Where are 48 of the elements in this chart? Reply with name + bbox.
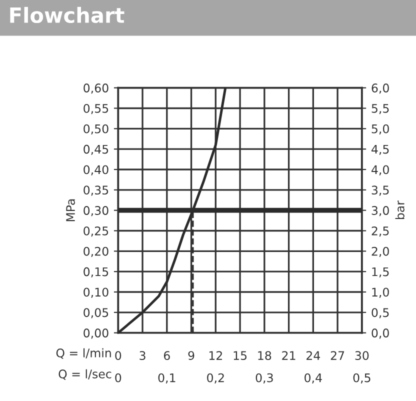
y2-tick-label: 5,5 xyxy=(372,104,389,114)
x-tick-label: 21 xyxy=(282,351,296,360)
y-tick-label: 0,55 xyxy=(84,104,108,114)
y-tick-label: 0,25 xyxy=(84,226,108,237)
x-tick-label: 9 xyxy=(188,351,194,360)
y-tick-label: 0,15 xyxy=(84,267,108,278)
y-tick-label: 0,30 xyxy=(84,206,108,216)
y2-tick-label: 0,0 xyxy=(372,328,389,339)
x2-axis-title: Q = l/sec xyxy=(58,369,112,380)
y2-tick-label: 1,5 xyxy=(372,267,389,278)
x2-tick-label: 0,3 xyxy=(256,373,273,384)
x2-tick-label: 0 xyxy=(115,373,122,382)
x-tick-label: 30 xyxy=(355,351,369,360)
y2-tick-label: 0,5 xyxy=(372,308,389,318)
y-axis-title: MPa xyxy=(66,199,75,222)
x-axis-title: Q = l/min xyxy=(56,348,111,359)
y2-tick-label: 6,0 xyxy=(372,84,389,94)
y-tick-label: 0,00 xyxy=(84,328,108,339)
x-tick-label: 6 xyxy=(164,351,170,360)
x-tick-label: 15 xyxy=(234,351,247,360)
chart-title: Flowchart xyxy=(10,6,124,24)
x2-tick-label: 0,5 xyxy=(353,373,370,384)
y2-tick-label: 2,5 xyxy=(372,226,389,237)
y2-tick-label: 2,0 xyxy=(372,246,389,258)
y-tick-label: 0,10 xyxy=(84,288,108,298)
x-tick-label: 12 xyxy=(209,351,222,360)
x2-tick-label: 0,2 xyxy=(207,373,224,384)
y-tick-label: 0,05 xyxy=(84,308,108,318)
x2-tick-label: 0,4 xyxy=(304,373,322,384)
y2-axis-title: bar xyxy=(395,200,404,220)
y-tick-label: 0,45 xyxy=(84,144,108,155)
x-tick-label: 18 xyxy=(258,351,272,360)
y2-tick-label: 5,0 xyxy=(372,124,389,135)
y2-tick-label: 3,0 xyxy=(372,206,389,216)
y-tick-label: 0,35 xyxy=(84,186,108,196)
x-tick-label: 27 xyxy=(330,351,344,360)
y2-tick-label: 4,0 xyxy=(372,165,389,176)
y-tick-label: 0,50 xyxy=(84,124,108,135)
x-tick-label: 0 xyxy=(115,351,122,360)
y-tick-label: 0,20 xyxy=(84,246,108,258)
y2-tick-label: 1,0 xyxy=(372,288,389,298)
y2-tick-label: 3,5 xyxy=(372,186,389,196)
x-tick-label: 3 xyxy=(140,351,146,360)
y-tick-label: 0,40 xyxy=(84,165,108,176)
y2-tick-label: 4,5 xyxy=(372,144,389,155)
y-tick-label: 0,60 xyxy=(84,84,108,94)
x-tick-label: 24 xyxy=(306,351,320,360)
x2-tick-label: 0,1 xyxy=(158,373,176,384)
